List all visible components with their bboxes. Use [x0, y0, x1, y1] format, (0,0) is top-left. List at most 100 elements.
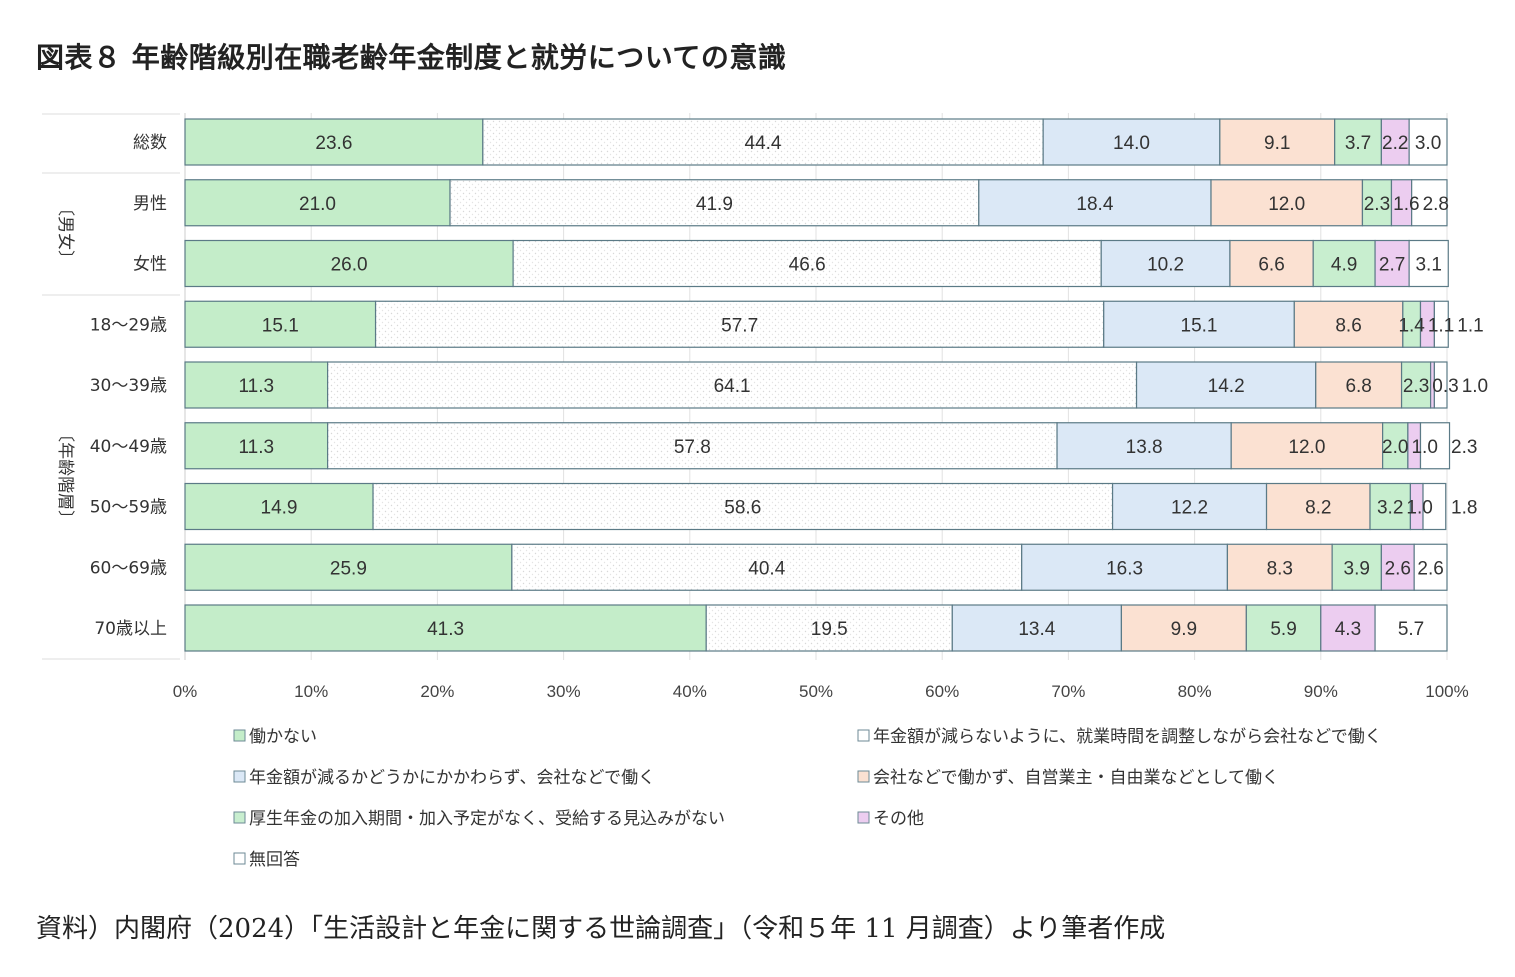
chart-title: 図表８ 年齢階級別在職老齢年金制度と就労についての意識: [36, 41, 787, 74]
x-tick-label: 10%: [294, 682, 328, 701]
data-label: 2.8: [1423, 194, 1449, 215]
data-label: 9.9: [1171, 619, 1197, 640]
data-label: 6.6: [1258, 255, 1284, 276]
data-label: 41.3: [427, 619, 464, 640]
data-label: 15.1: [262, 315, 299, 336]
data-label: 2.7: [1379, 255, 1405, 276]
data-label: 44.4: [745, 133, 782, 154]
source-note: 資料）内閣府（2024）「生活設計と年金に関する世論調査」（令和５年 11 月調…: [36, 914, 1166, 944]
data-label: 2.0: [1382, 437, 1408, 458]
bar-segment: [1312, 239, 1376, 288]
data-label: 4.9: [1331, 255, 1357, 276]
legend-swatch: [233, 852, 246, 865]
data-label: 57.7: [721, 315, 758, 336]
data-label: 40.4: [748, 558, 785, 579]
group-label: 〔年齢階層〕: [55, 425, 75, 527]
data-label: 14.2: [1208, 376, 1245, 397]
bar-segment: [374, 300, 1105, 348]
bar-segment: [511, 543, 1023, 591]
bar-segment: [1422, 482, 1447, 531]
bar-segment: [184, 179, 451, 227]
data-label: 2.3: [1364, 194, 1390, 215]
bar-segment: [1411, 179, 1448, 227]
data-label: 1.0: [1411, 437, 1437, 458]
data-label: 3.1: [1415, 255, 1441, 276]
bar-segment: [1433, 361, 1448, 409]
bar-segment: [1380, 543, 1415, 591]
data-label: 12.0: [1288, 437, 1325, 458]
bar-segment: [1320, 604, 1376, 652]
x-tick-label: 80%: [1178, 682, 1212, 701]
bar-segment: [1433, 300, 1449, 348]
bar-segment: [1100, 239, 1231, 288]
data-label: 14.9: [261, 498, 298, 519]
data-label: 23.6: [315, 133, 352, 154]
legend-swatch: [233, 770, 246, 783]
bar-segment: [1135, 361, 1317, 409]
category-label: 30〜39歳: [90, 376, 167, 396]
bar-segment: [1245, 604, 1322, 652]
legend-label: 働かない: [249, 727, 317, 747]
bar-segment: [184, 422, 329, 470]
data-label: 2.3: [1451, 437, 1477, 458]
bar-segment: [327, 422, 1058, 470]
data-label: 19.5: [811, 619, 848, 640]
category-label: 男性: [133, 194, 167, 214]
bar-segment: [1413, 543, 1448, 591]
bar-segment: [978, 179, 1212, 227]
bar-segment: [1219, 118, 1336, 166]
data-label: 12.2: [1171, 498, 1208, 519]
data-label: 14.0: [1113, 133, 1150, 154]
category-label: 70歳以上: [94, 619, 167, 639]
bar-segment: [1103, 300, 1295, 348]
data-label: 8.3: [1267, 558, 1293, 579]
bar-segment: [184, 239, 514, 288]
x-tick-label: 30%: [547, 682, 581, 701]
data-label: 41.9: [696, 194, 733, 215]
data-label: 2.2: [1382, 133, 1408, 154]
bar-segment: [1120, 604, 1247, 652]
bar-segment: [1230, 422, 1384, 470]
data-label: 15.1: [1181, 315, 1218, 336]
data-label: 12.0: [1268, 194, 1305, 215]
bar-segment: [1408, 239, 1449, 288]
data-label: 3.0: [1415, 133, 1441, 154]
data-label: 11.3: [239, 437, 275, 458]
category-label: 女性: [133, 255, 167, 275]
data-label: 1.1: [1457, 315, 1483, 336]
bar-segment: [512, 239, 1102, 288]
data-label: 3.7: [1345, 133, 1371, 154]
bar-segment: [1374, 239, 1410, 288]
bar-segment: [1210, 179, 1364, 227]
bar-segment: [1315, 361, 1403, 409]
category-panel: [42, 113, 185, 659]
legend-label: 無回答: [249, 850, 300, 870]
bar-segment: [1408, 118, 1448, 166]
x-tick-label: 0%: [173, 682, 198, 701]
data-label: 2.6: [1385, 558, 1411, 579]
bar-segment: [184, 300, 377, 348]
category-label: 40〜49歳: [90, 437, 167, 457]
bar-segment: [1400, 361, 1432, 409]
legend-swatch: [857, 729, 870, 742]
data-label: 46.6: [789, 255, 826, 276]
x-tick-label: 40%: [673, 682, 707, 701]
bar-segment: [1419, 422, 1451, 470]
bar-segment: [705, 604, 953, 652]
bar-segment: [1226, 543, 1333, 591]
data-label: 8.2: [1305, 498, 1331, 519]
data-label: 1.4: [1398, 315, 1425, 336]
data-label: 2.6: [1417, 558, 1443, 579]
data-label: 25.9: [330, 558, 367, 579]
data-label: 57.8: [674, 437, 711, 458]
category-label: 18〜29歳: [90, 315, 167, 335]
legend-swatch: [233, 811, 246, 824]
bar-segment: [1111, 482, 1268, 531]
data-label: 13.8: [1126, 437, 1163, 458]
bar-segment: [1021, 543, 1229, 591]
legend-label: 年金額が減るかどうかにかかわらず、会社などで働く: [249, 768, 655, 788]
data-label: 1.8: [1451, 498, 1477, 519]
data-label: 0.3: [1432, 376, 1458, 397]
data-label: 13.4: [1018, 619, 1055, 640]
bar-segment: [372, 482, 1114, 531]
